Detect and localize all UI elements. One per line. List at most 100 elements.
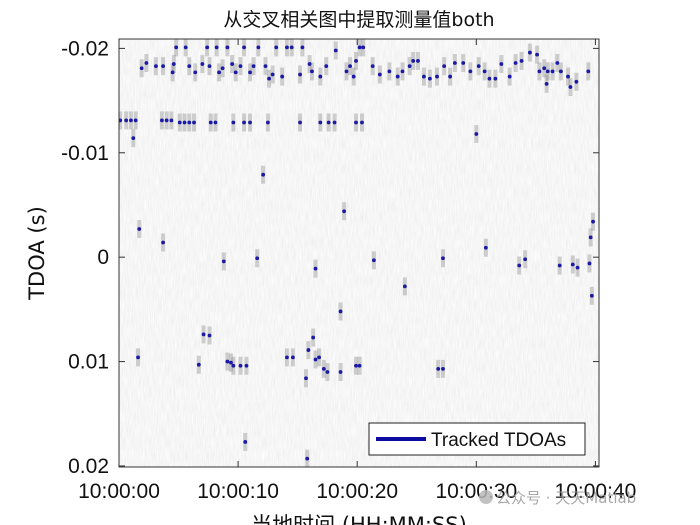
tracked-tdoa-point (588, 235, 593, 240)
tracked-tdoa-point (535, 52, 539, 57)
tracked-tdoa-point (256, 45, 261, 50)
tracked-tdoa-point (304, 376, 308, 381)
tracked-tdoa-point (306, 348, 311, 352)
tracked-tdoa-point (557, 263, 562, 268)
tracked-tdoa-point (208, 120, 213, 125)
tracked-tdoa-point (544, 81, 549, 86)
tracked-tdoa-point (201, 332, 206, 337)
tracked-tdoa-point (461, 61, 466, 65)
tracked-tdoa-point (238, 363, 243, 368)
tracked-tdoa-point (377, 72, 382, 77)
tracked-tdoa-point (307, 62, 312, 66)
tracked-tdoa-point (174, 45, 179, 50)
tracked-tdoa-point (267, 76, 271, 81)
plot-frame (118, 38, 600, 468)
tracked-tdoa-point (411, 59, 416, 63)
tracked-tdoa-point (586, 69, 591, 74)
tracked-tdoa-point (193, 70, 198, 75)
tracked-tdoa-point (225, 359, 230, 364)
tracked-tdoa-point (161, 240, 165, 245)
tracked-tdoa-point (263, 64, 268, 69)
tracked-tdoa-point (436, 366, 441, 371)
legend-entry-tracked-tdoas: Tracked TDOAs (431, 430, 566, 451)
tracked-tdoa-point (230, 62, 235, 66)
tracked-tdoa-point (325, 370, 330, 374)
tracked-tdoa-point (558, 69, 563, 74)
tracked-tdoa-point (183, 45, 188, 50)
tracked-tdoa-point (298, 120, 302, 125)
tracked-tdoa-point (313, 266, 318, 271)
tracked-tdoa-point (300, 45, 305, 50)
tracked-tdoa-point (171, 62, 176, 66)
tracked-tdoa-point (124, 118, 129, 123)
tracked-tdoa-point (476, 64, 481, 69)
tracked-tdoa-point (265, 120, 270, 125)
tracked-tdoa-point (402, 284, 407, 289)
tracked-tdoa-point (361, 45, 366, 50)
tracked-tdoa-point (550, 69, 555, 74)
tracked-tdoa-point (326, 120, 331, 125)
tracked-tdoa-point (332, 120, 337, 125)
tracked-tdoa-point (566, 74, 570, 79)
tracked-tdoa-point (248, 70, 252, 75)
plot-area (118, 38, 600, 468)
x-tick-label: 10:00:10 (197, 480, 279, 503)
tracked-tdoa-point (348, 64, 352, 69)
tracked-tdoa-point (357, 363, 362, 368)
tracked-tdoa-point (270, 72, 275, 77)
tracked-tdoa-point (136, 355, 140, 360)
x-tick-label: 10:00:30 (435, 480, 517, 503)
tracked-tdoa-point (200, 62, 205, 66)
tracked-tdoa-point (493, 76, 498, 81)
x-axis-label: 当地时间 (HH:MM:SS) (251, 513, 467, 525)
tracked-tdoa-point (555, 61, 560, 65)
y-tick-label: -0.01 (61, 142, 109, 165)
tracked-tdoa-point (129, 118, 133, 123)
correlation-image (119, 39, 599, 467)
tracked-tdoa-point (528, 50, 532, 55)
y-tick-label: -0.02 (61, 37, 109, 60)
tracked-tdoa-point (342, 209, 347, 214)
y-tick-label: 0.02 (68, 455, 109, 478)
tracked-tdoa-point (311, 335, 316, 340)
tracked-tdoa-points (119, 45, 595, 461)
tracked-tdoa-point (435, 74, 439, 79)
tracked-tdoa-point (248, 120, 252, 125)
tracked-tdoa-point (542, 66, 547, 71)
tracked-tdoa-point (407, 64, 412, 69)
tracked-tdoa-point (244, 363, 249, 368)
chart-title: 从交叉相关图中提取测量值both (223, 9, 494, 31)
tracked-tdoa-point (192, 120, 196, 125)
tracked-tdoa-point (310, 69, 314, 74)
tracked-tdoa-point (321, 366, 326, 371)
wechat-icon (479, 490, 493, 504)
tracked-tdoa-point (324, 64, 329, 69)
tracked-tdoa-point (205, 45, 210, 50)
tracked-tdoa-point (338, 309, 343, 314)
x-tick-label: 10:00:40 (555, 480, 637, 503)
y-tick-label: 0.01 (68, 351, 109, 374)
tracked-tdoa-point (575, 265, 580, 270)
tracked-tdoa-point (570, 262, 575, 267)
tracked-tdoa-point (360, 120, 364, 125)
tracked-tdoa-point (144, 61, 149, 65)
y-axis: -0.02 -0.01 0 0.01 0.02 (61, 37, 599, 478)
tracked-tdoa-point (517, 263, 522, 268)
tracked-tdoa-point (519, 59, 524, 63)
tracked-tdoa-point (298, 72, 302, 77)
tracked-tdoa-point (285, 355, 289, 360)
tracked-tdoa-point (357, 45, 362, 50)
tracked-tdoa-point (213, 120, 218, 125)
tracked-tdoa-point (318, 74, 323, 79)
tracked-tdoa-point (119, 118, 123, 123)
tracked-tdoa-point (207, 333, 212, 338)
tracked-tdoa-point (507, 74, 512, 79)
tracked-tdoa-point (164, 118, 169, 123)
tracked-tdoa-point (537, 69, 542, 74)
watermark: 公众号 · 天天Matlab (479, 489, 636, 507)
tracked-tdoa-point (589, 293, 594, 298)
tracked-tdoa-point (251, 64, 256, 69)
tracked-tdoa-point (371, 258, 376, 263)
tracked-tdoa-point (231, 363, 236, 368)
